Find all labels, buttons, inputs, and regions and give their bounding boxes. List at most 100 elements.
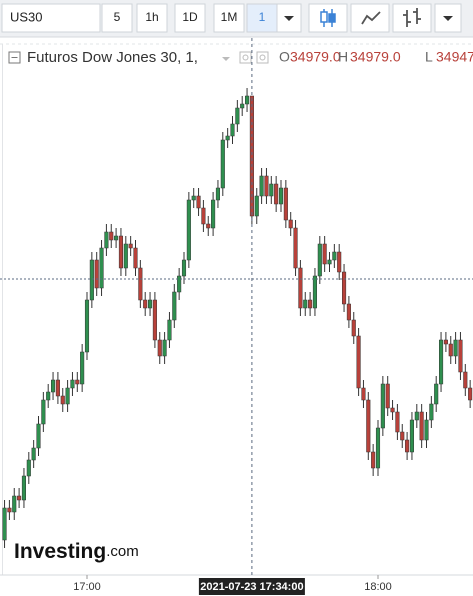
candle-body (327, 259, 332, 265)
candle-body (118, 235, 124, 269)
legend-high-value: 34979.0 (350, 49, 401, 65)
candle-body (12, 495, 17, 513)
line-icon (361, 11, 381, 25)
candle-body (293, 227, 298, 269)
candle-body (46, 391, 51, 401)
candle-body (235, 107, 240, 125)
candle-body (172, 291, 177, 321)
candle-body (157, 339, 162, 357)
interval-button[interactable] (246, 3, 278, 33)
candle-body (240, 103, 245, 109)
candle-type-button[interactable] (308, 3, 348, 33)
candle-body (405, 439, 410, 453)
interval-label: 1 (259, 10, 266, 24)
candle-body (21, 475, 26, 501)
candle-body (351, 319, 356, 337)
candle-body (448, 343, 453, 357)
candle-body (89, 259, 94, 301)
candle-body (400, 431, 405, 441)
symbol-input[interactable] (1, 3, 101, 33)
candle-body (380, 383, 385, 429)
candle-body (104, 231, 109, 249)
candle-body (414, 411, 419, 421)
candle-body (375, 427, 381, 469)
candle-body (366, 399, 371, 453)
candle-body (41, 399, 46, 425)
crosshair-label-box (198, 578, 305, 595)
candle-body (65, 387, 70, 405)
candle-body (429, 403, 434, 421)
candle-body (245, 95, 250, 105)
bar-icon (403, 8, 421, 27)
legend-low-label: L (425, 49, 433, 65)
interval-label: 5 (114, 10, 121, 24)
candle-body (308, 299, 313, 309)
candle-body (17, 495, 22, 501)
bar-type-button[interactable] (392, 3, 432, 33)
candle-body (264, 175, 269, 197)
candle-body (356, 335, 361, 389)
candle-body (419, 411, 424, 441)
interval-buttons: 5 1h 1D 1M 1 (101, 3, 278, 33)
candle-body (342, 271, 347, 305)
caret-icon (284, 16, 294, 21)
candle-body (211, 199, 216, 229)
candle-body (443, 339, 448, 345)
settings-icon[interactable] (256, 51, 269, 64)
crosshair-label: 2021-07-23 17:34:00 (200, 581, 303, 593)
interval-label: 1h (145, 10, 158, 24)
candle-body (75, 379, 80, 385)
plot-area (2, 88, 473, 548)
candle-body (177, 275, 182, 293)
interval-button[interactable] (101, 3, 133, 33)
candle-body (80, 351, 85, 385)
candle-body (36, 423, 41, 449)
visibility-icon[interactable] (239, 51, 252, 64)
candle-body (274, 183, 279, 205)
interval-label: 1M (221, 10, 238, 24)
legend-low-value: 34947 (436, 49, 473, 65)
candle-body (453, 339, 458, 357)
candle-body (468, 387, 473, 401)
candle-body (84, 299, 90, 353)
candle-body (138, 267, 143, 301)
candle-icon (320, 9, 336, 27)
x-tick-label: 17:00 (73, 581, 101, 593)
interval-button[interactable] (136, 3, 168, 33)
candle-body (60, 395, 65, 405)
candle-body (191, 195, 196, 201)
candle-body (94, 259, 99, 289)
watermark-brand: Investing (14, 540, 106, 563)
candle-body (385, 383, 390, 409)
watermark: Investing.com (14, 540, 139, 563)
candle-body (2, 507, 7, 541)
candle-body (186, 199, 191, 261)
candle-body (51, 379, 56, 393)
interval-button[interactable] (174, 3, 206, 33)
candle-body (152, 299, 157, 341)
candle-body (201, 207, 206, 225)
watermark-suffix: .com (106, 543, 139, 560)
candle-body (395, 411, 400, 433)
candle-body (128, 243, 133, 249)
candle-body (148, 299, 153, 309)
candle-body (303, 299, 308, 309)
candle-body (288, 219, 293, 229)
candle-body (99, 247, 104, 289)
candle-body (439, 339, 444, 385)
candle-body (225, 135, 230, 141)
candle-body (7, 507, 12, 513)
x-tick-label: 18:00 (364, 581, 392, 593)
candle-body (458, 339, 463, 373)
candle-body (361, 387, 366, 401)
candle-body (346, 303, 351, 321)
candle-body (322, 243, 327, 265)
candle-body (230, 123, 235, 137)
candle-body (167, 319, 172, 341)
legend-open-label: O (279, 49, 290, 65)
settings-icon-gear (259, 54, 266, 61)
interval-button[interactable] (213, 3, 245, 33)
candle-body (317, 243, 322, 277)
candle-body (31, 447, 36, 461)
caret-icon (443, 16, 453, 21)
